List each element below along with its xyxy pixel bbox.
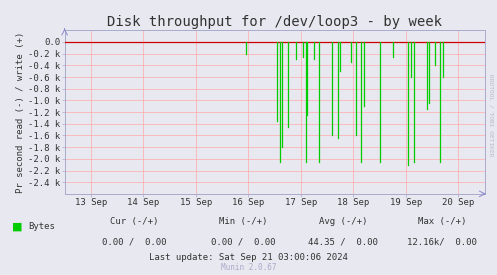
Text: Min (-/+): Min (-/+) — [219, 217, 268, 226]
Y-axis label: Pr second read (-) / write (+): Pr second read (-) / write (+) — [16, 31, 25, 193]
Text: Last update: Sat Sep 21 03:00:06 2024: Last update: Sat Sep 21 03:00:06 2024 — [149, 253, 348, 262]
Text: RRDTOOL / TOBI OETIKER: RRDTOOL / TOBI OETIKER — [488, 74, 493, 157]
Text: 12.16k/  0.00: 12.16k/ 0.00 — [408, 238, 477, 246]
Text: ■: ■ — [12, 222, 23, 232]
Text: Max (-/+): Max (-/+) — [418, 217, 467, 226]
Text: 0.00 /  0.00: 0.00 / 0.00 — [211, 238, 276, 246]
Text: 0.00 /  0.00: 0.00 / 0.00 — [102, 238, 166, 246]
Text: Avg (-/+): Avg (-/+) — [319, 217, 367, 226]
Text: Cur (-/+): Cur (-/+) — [110, 217, 159, 226]
Title: Disk throughput for /dev/loop3 - by week: Disk throughput for /dev/loop3 - by week — [107, 15, 442, 29]
Text: Munin 2.0.67: Munin 2.0.67 — [221, 263, 276, 272]
Text: Bytes: Bytes — [28, 222, 55, 231]
Text: 44.35 /  0.00: 44.35 / 0.00 — [308, 238, 378, 246]
